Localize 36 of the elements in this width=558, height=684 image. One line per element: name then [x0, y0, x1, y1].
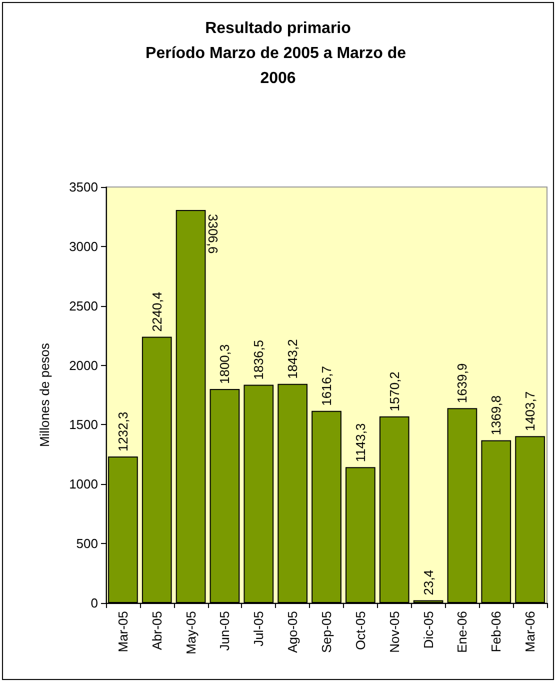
x-tick-label: Nov-05 [386, 611, 402, 653]
x-tick-label: May-05 [183, 611, 198, 654]
data-label: 1800,3 [217, 344, 232, 384]
x-tick-label: Mar-06 [522, 611, 538, 652]
data-label: 23,4 [420, 570, 436, 596]
y-tick-label: 1000 [69, 476, 98, 492]
x-tick-label: Jun-05 [217, 611, 232, 651]
x-tick-label: Abr-05 [149, 611, 164, 650]
y-tick-label: 0 [90, 596, 98, 610]
y-axis-title: Millones de pesos [37, 342, 52, 448]
x-tick-label: Feb-06 [488, 611, 504, 652]
data-label: 2240,4 [149, 292, 164, 332]
data-label: 1403,7 [522, 391, 538, 432]
x-tick-label: Ene-06 [454, 611, 470, 653]
x-tick-label: Oct-05 [352, 611, 368, 650]
data-label: 1369,8 [488, 395, 504, 436]
x-tick-label: Jul-05 [251, 611, 266, 646]
y-tick-label: 3500 [69, 180, 98, 194]
data-label: 1616,7 [319, 366, 334, 406]
data-label: 3306,6 [206, 214, 221, 254]
data-label: 1836,5 [251, 340, 266, 380]
data-label: 1843,2 [285, 339, 300, 379]
x-tick-label: Mar-05 [115, 611, 130, 652]
x-tick-label: Ago-05 [285, 611, 300, 653]
data-label: 1639,9 [454, 363, 470, 404]
y-tick-label: 2500 [69, 298, 98, 314]
data-label: 1570,2 [386, 372, 402, 412]
chart-title: Resultado primario Período Marzo de 2005 a Marzo de 2006 [146, 20, 410, 87]
y-tick-label: 500 [76, 536, 98, 552]
data-label: 1143,3 [352, 423, 368, 462]
x-tick-label: Sep-05 [319, 611, 334, 653]
x-tick-label: Dic-05 [420, 611, 436, 649]
data-label: 1232,3 [115, 412, 130, 452]
y-tick-label: 2000 [69, 358, 98, 373]
y-tick-label: 1500 [69, 417, 98, 432]
y-tick-label: 3000 [69, 238, 98, 254]
